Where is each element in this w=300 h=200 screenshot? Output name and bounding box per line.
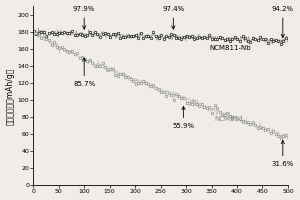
Text: 31.6%: 31.6%	[272, 140, 294, 167]
Text: 85.7%: 85.7%	[73, 58, 95, 87]
Y-axis label: 放电比容量（mAh/g）: 放电比容量（mAh/g）	[6, 67, 15, 125]
Text: NCM811-Nb: NCM811-Nb	[209, 45, 250, 51]
Text: NCM811: NCM811	[214, 116, 244, 122]
Text: 55.9%: 55.9%	[172, 106, 195, 129]
Text: 97.9%: 97.9%	[73, 6, 95, 29]
Text: 97.4%: 97.4%	[162, 6, 184, 29]
Text: 94.2%: 94.2%	[272, 6, 294, 38]
